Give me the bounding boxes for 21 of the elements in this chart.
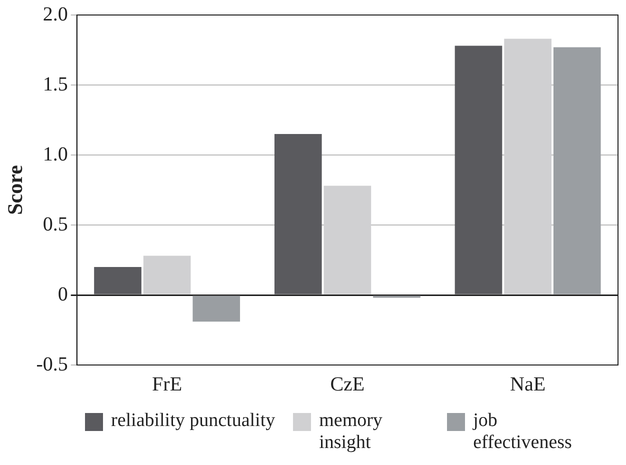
bar [324,186,372,294]
y-tick-label: 1.5 [42,73,68,96]
legend-label: job effectiveness [473,410,573,454]
x-tick-label: CzE [330,373,365,396]
bar [553,47,601,294]
bar [94,267,142,294]
y-tick-label: 0 [58,283,68,306]
x-tick-label: NaE [510,373,546,396]
y-tick-label: 2.0 [42,3,68,26]
bar [192,296,240,322]
bar [274,134,322,294]
bar [454,46,502,294]
legend-label: reliability punctuality [111,410,276,432]
y-tick-label: 1.0 [42,143,68,166]
x-tick-label: FrE [152,373,182,396]
y-tick-label: 0.5 [42,213,68,236]
y-axis-title: Score [3,165,28,215]
bar [504,38,552,294]
bar [143,256,191,294]
legend-label: memory insight [319,410,384,454]
y-tick-label: -0.5 [36,353,68,376]
